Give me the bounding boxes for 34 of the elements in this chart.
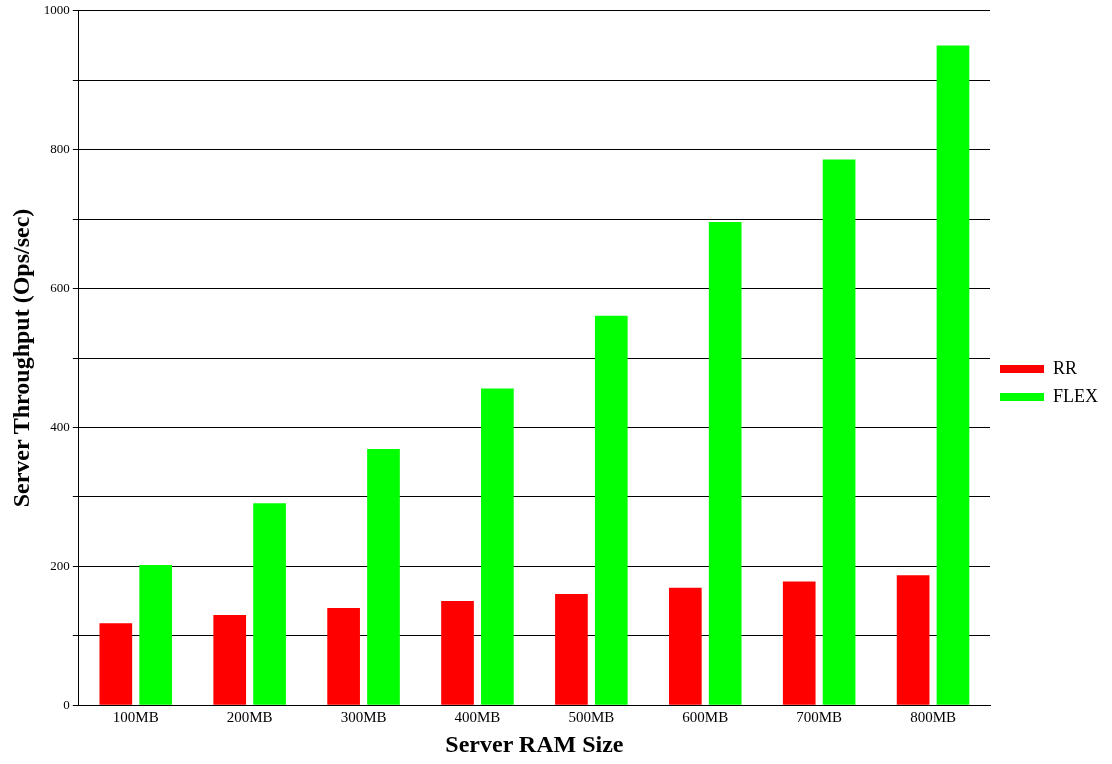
bar — [936, 45, 970, 705]
x-tick-label: 200MB — [226, 709, 273, 726]
x-tick-label: 300MB — [340, 709, 387, 726]
bar — [668, 587, 702, 705]
bar — [594, 315, 628, 705]
bar — [253, 503, 286, 705]
y-axis-title: Server Throughput (Ops/sec) — [7, 208, 34, 508]
x-tick-label: 800MB — [910, 709, 956, 726]
legend-label: RR — [1053, 357, 1078, 378]
bar — [481, 388, 514, 705]
y-tick-label: 600 — [50, 279, 70, 295]
y-tick-label: 0 — [63, 696, 70, 712]
y-tick-label: 200 — [50, 557, 70, 573]
bar — [782, 581, 816, 705]
bar — [441, 601, 474, 705]
bar — [327, 607, 360, 705]
x-tick-label: 500MB — [568, 709, 615, 726]
bar — [367, 448, 400, 705]
x-tick-label: 400MB — [454, 709, 501, 726]
y-tick-label: 1000 — [43, 2, 70, 18]
bar — [213, 614, 247, 705]
y-tick-label: 800 — [50, 141, 70, 157]
x-axis-title: Server RAM Size — [445, 730, 624, 757]
y-tick-label: 400 — [50, 418, 70, 434]
bar — [896, 575, 930, 705]
x-tick-label: 600MB — [682, 709, 729, 726]
bar — [708, 221, 742, 705]
bar — [555, 594, 588, 705]
x-tick-label: 100MB — [112, 709, 159, 726]
legend-label: FLEX — [1053, 385, 1098, 406]
bar — [822, 159, 856, 705]
x-tick-label: 700MB — [796, 709, 843, 726]
bar — [139, 564, 173, 705]
bar — [99, 623, 133, 705]
